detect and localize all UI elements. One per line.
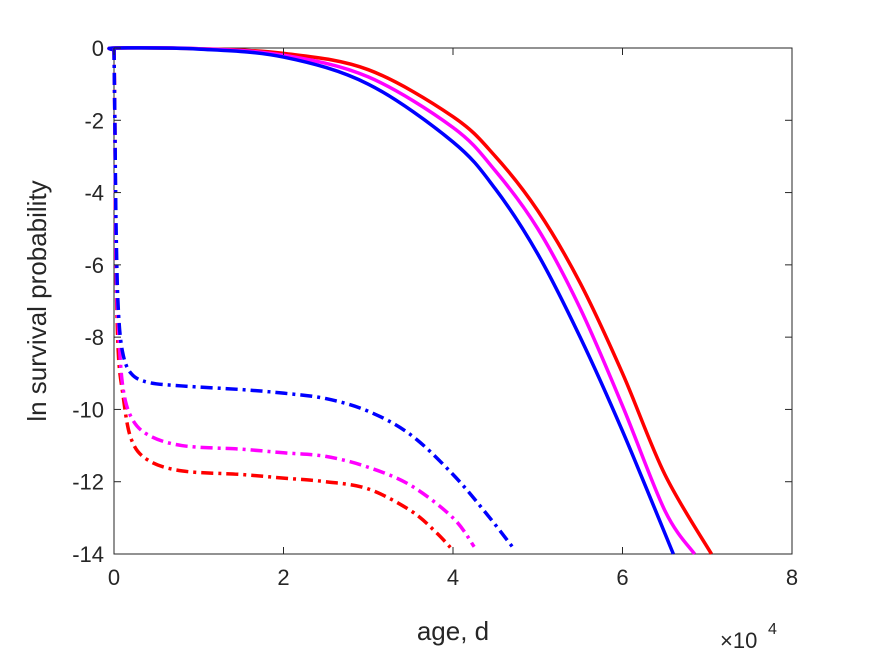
series-line-3 [107, 46, 675, 555]
y-tick-label: -10 [72, 397, 104, 422]
y-tick-label: -2 [84, 108, 104, 133]
x-tick-label: 8 [786, 565, 798, 590]
x-tick-label: 2 [277, 565, 289, 590]
y-tick-label: -14 [72, 542, 104, 567]
y-tick-label: -12 [72, 470, 104, 495]
series-layer [107, 46, 713, 556]
y-tick-label: -4 [84, 181, 104, 206]
x-axis-exponent: ×10 4 [720, 621, 777, 653]
series-line-4 [112, 47, 455, 552]
y-axis-label: ln survival probability [22, 180, 52, 421]
y-tick-label: -6 [84, 253, 104, 278]
x-exponent-power: 4 [768, 621, 777, 638]
x-axis-label: age, d [417, 616, 489, 646]
y-axis-ticks: 0 -2 -4 -6 -8 -10 -12 -14 [72, 36, 792, 567]
x-tick-label: 0 [108, 565, 120, 590]
x-tick-label: 4 [447, 565, 459, 590]
x-exponent-base: ×10 [720, 628, 757, 653]
x-tick-label: 6 [616, 565, 628, 590]
y-tick-label: -8 [84, 325, 104, 350]
x-axis-ticks: 0 2 4 6 8 [108, 48, 798, 590]
plot-area [113, 47, 793, 555]
y-tick-label: 0 [92, 36, 104, 61]
